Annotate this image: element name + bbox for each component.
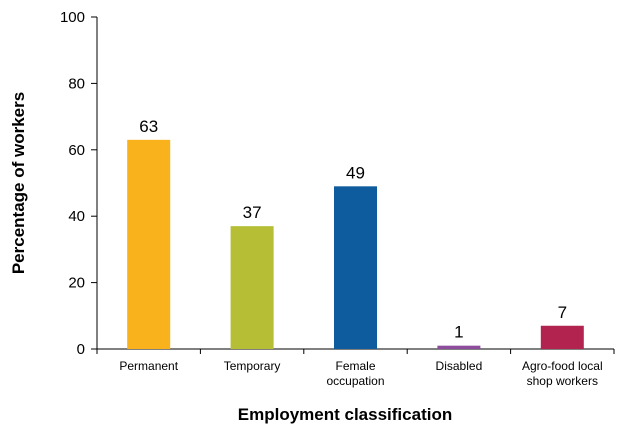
y-ticks: 0 20 40 60 80 100: [60, 9, 97, 358]
data-label: 37: [243, 203, 262, 222]
x-category-label: Permanent: [119, 359, 178, 373]
y-tick-label: 60: [68, 142, 85, 159]
bar: [230, 226, 274, 349]
x-category-label: Disabled: [436, 359, 483, 373]
data-label: 1: [454, 323, 463, 342]
data-labels: 63 37 49 1 7: [139, 117, 567, 342]
y-tick-label: 100: [60, 9, 85, 26]
bars: [127, 139, 584, 349]
bar: [540, 325, 584, 349]
data-label: 63: [139, 117, 158, 136]
bar: [127, 139, 171, 349]
data-label: 7: [558, 303, 567, 322]
bar: [437, 345, 481, 349]
y-axis-title: Percentage of workers: [9, 92, 28, 274]
y-tick-label: 80: [68, 75, 85, 92]
bar: [334, 186, 377, 349]
y-tick-label: 20: [68, 275, 85, 292]
x-axis-title: Employment classification: [238, 405, 452, 424]
y-tick-label: 40: [68, 208, 85, 225]
x-category-label: Female occupation: [326, 359, 384, 388]
x-category-label: Agro-food local shop workers: [522, 359, 603, 388]
y-tick-label: 0: [77, 341, 85, 358]
x-category-label: Temporary: [224, 359, 281, 373]
data-label: 49: [346, 163, 365, 182]
x-category-labels: Permanent Temporary Female occupation Disabl…: [96, 349, 615, 388]
